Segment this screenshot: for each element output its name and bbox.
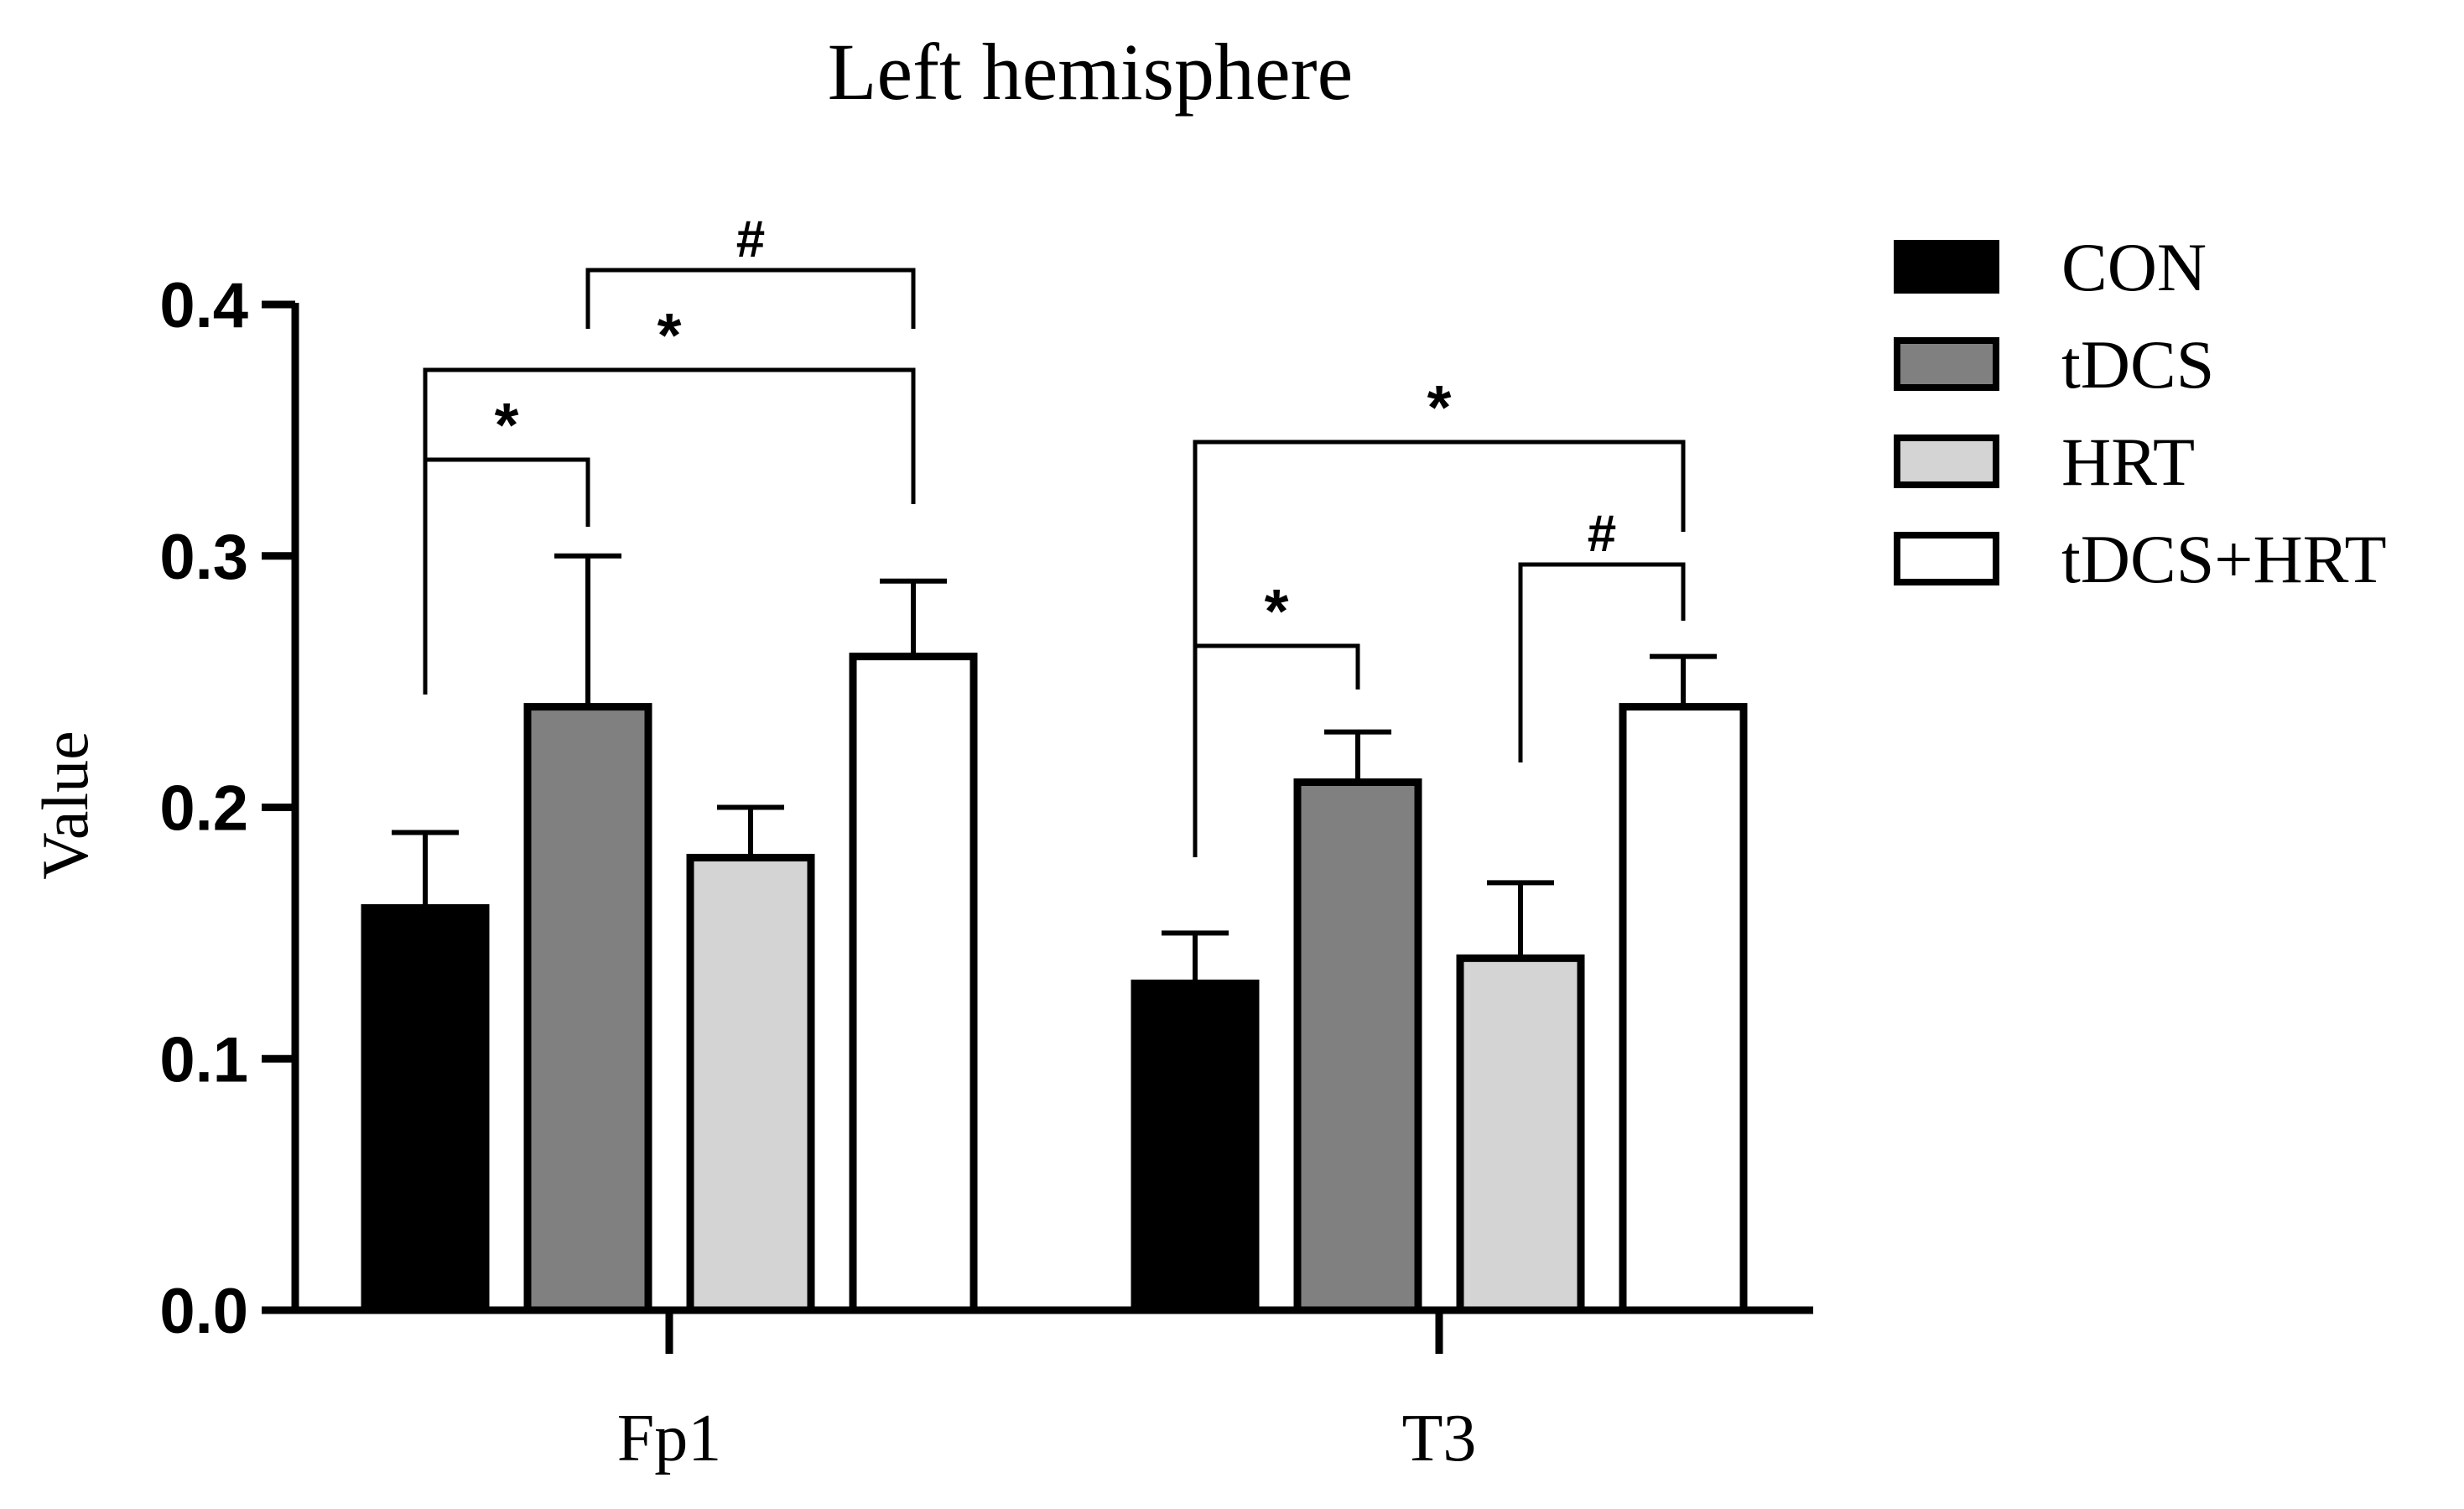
axes: 0.0 0.1 0.2 0.3 0.4 Fp1 T3 (159, 270, 1813, 1475)
legend-swatch (1894, 434, 1999, 488)
legend-label: tDCS+HRT (2061, 521, 2387, 597)
y-tick-label: 0.4 (159, 270, 248, 341)
y-tick-label: 0.3 (159, 522, 248, 593)
legend-label: tDCS (2061, 326, 2214, 403)
significance-marker: # (1588, 505, 1616, 563)
significance-marker: * (1427, 372, 1452, 442)
bar (361, 903, 490, 1314)
bar (523, 703, 652, 1314)
chart-title: Left hemisphere (828, 27, 1353, 117)
significance-bracket (1193, 643, 1360, 857)
legend-label: HRT (2061, 424, 2195, 500)
bar (686, 853, 815, 1314)
legend: CON tDCS HRT tDCS+HRT (1894, 229, 2387, 597)
significance-bracket (1193, 440, 1686, 700)
legend-swatch (1894, 532, 1999, 585)
bar (1456, 954, 1585, 1314)
significance-bracket (585, 268, 916, 329)
y-axis-label: Value (29, 731, 101, 880)
significance-bracket (1518, 562, 1686, 762)
significance-bracket (423, 457, 590, 695)
bar (849, 653, 978, 1314)
significance-marker: * (658, 300, 682, 370)
significance-marker: * (1265, 576, 1289, 646)
significance-annotations: # * * * # * (423, 211, 1686, 857)
x-tick-label: Fp1 (617, 1402, 722, 1475)
bar (1293, 778, 1422, 1314)
bar (1131, 979, 1260, 1314)
legend-swatch (1894, 337, 1999, 391)
legend-swatch (1894, 240, 1999, 294)
x-tick-label: T3 (1402, 1402, 1477, 1475)
y-tick-label: 0.0 (159, 1276, 248, 1347)
y-tick-label: 0.1 (159, 1024, 248, 1095)
legend-label: CON (2061, 229, 2207, 305)
bar (1619, 703, 1748, 1314)
significance-marker: * (495, 390, 519, 460)
bars (361, 553, 1748, 1314)
significance-marker: # (736, 211, 765, 268)
y-tick-label: 0.2 (159, 773, 248, 845)
